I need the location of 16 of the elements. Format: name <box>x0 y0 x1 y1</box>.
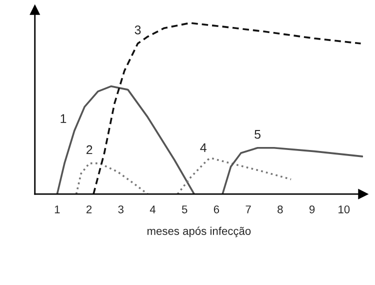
x-tick-label: 9 <box>309 205 315 214</box>
x-tick-label: 4 <box>150 206 156 214</box>
x-tick-label: 7 <box>246 206 251 214</box>
x-tick-label: 3 <box>118 205 124 214</box>
x-tick-label: 8 <box>278 205 283 214</box>
x-tick-label: 6 <box>214 205 220 214</box>
x-tick-label: 5 <box>182 206 188 214</box>
series-label: 4 <box>200 143 206 152</box>
x-axis-title: meses após infecção <box>147 226 251 238</box>
series-label: 2 <box>86 145 92 154</box>
x-tick-label: 1 <box>54 206 60 214</box>
x-tick-label: 10 <box>338 205 350 214</box>
series-label: 3 <box>134 26 141 34</box>
x-tick-label: 2 <box>86 205 92 214</box>
series-label: 1 <box>60 114 66 123</box>
series-label: 5 <box>254 130 261 139</box>
